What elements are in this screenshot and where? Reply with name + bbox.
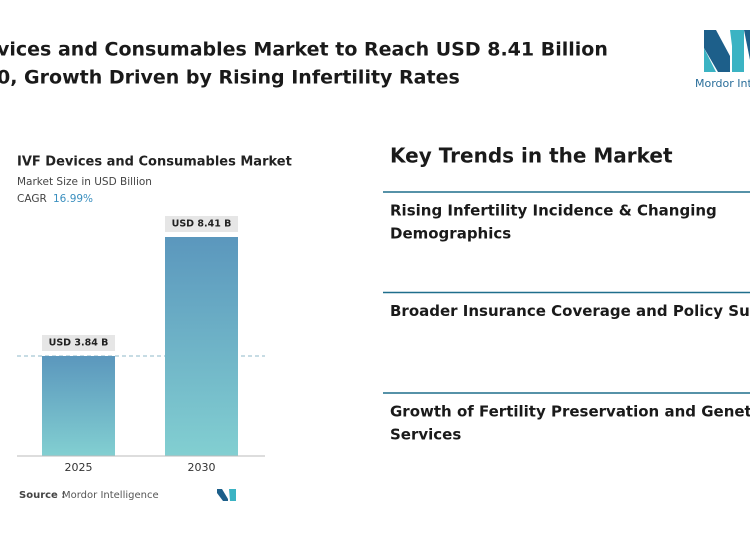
value-label: USD 8.41 B <box>172 219 232 230</box>
cagr-value: 16.99% <box>53 193 93 205</box>
cagr-label: CAGR <box>17 193 47 205</box>
trend-item: Services <box>390 426 461 444</box>
value-label-box <box>42 335 115 352</box>
small-logo <box>217 489 236 501</box>
trends-heading: Key Trends in the Market <box>390 144 673 168</box>
chart-subtitle: Market Size in USD Billion <box>17 176 152 188</box>
source: Mordor Intelligence <box>62 490 159 501</box>
x-tick-label: 2030 <box>188 461 216 474</box>
x-tick-label: 2025 <box>65 461 93 474</box>
plot: USD 3.84 B 2025 USD 8.41 B 2030 <box>17 216 265 474</box>
trend-item: Rising Infertility Incidence & Changing <box>390 202 717 220</box>
page-title: 0, Growth Driven by Rising Infertility R… <box>0 67 460 89</box>
trend-item: Growth of Fertility Preservation and Gen… <box>390 403 750 421</box>
logo <box>704 30 750 72</box>
trends: Rising Infertility Incidence & Changing D… <box>383 191 750 444</box>
value-label-box <box>165 216 238 232</box>
chart-title: IVF Devices and Consumables Market <box>17 155 292 170</box>
source-label: Source : <box>19 490 65 501</box>
trend-item: Broader Insurance Coverage and Policy Su <box>390 302 750 320</box>
page-title: vices and Consumables Market to Reach US… <box>0 39 608 61</box>
trend-item: Demographics <box>390 225 511 243</box>
bar <box>165 237 238 456</box>
bar <box>42 356 115 456</box>
value-label: USD 3.84 B <box>49 338 109 349</box>
logo-text: Mordor Inte <box>695 77 750 90</box>
